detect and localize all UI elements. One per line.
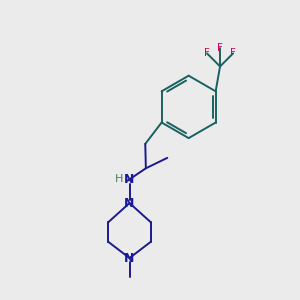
- Text: N: N: [124, 173, 135, 186]
- Text: N: N: [124, 251, 135, 265]
- Text: N: N: [124, 196, 135, 210]
- Text: F: F: [230, 48, 236, 59]
- Text: F: F: [204, 48, 210, 59]
- Text: F: F: [217, 43, 223, 53]
- Text: H: H: [115, 174, 124, 184]
